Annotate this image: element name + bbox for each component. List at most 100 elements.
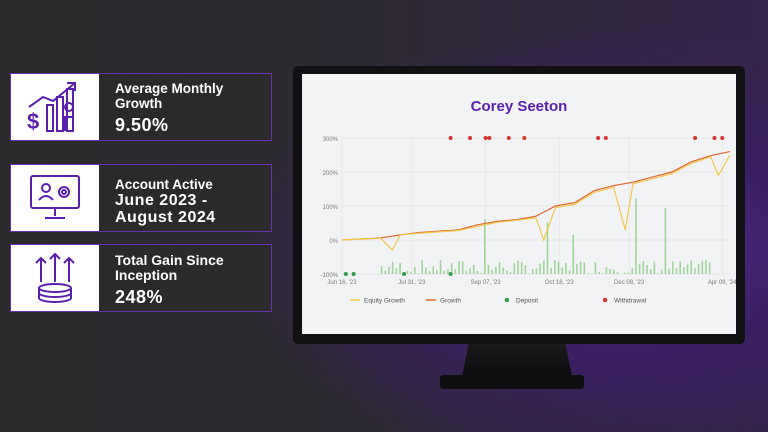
volume-bar bbox=[587, 273, 589, 274]
volume-bar bbox=[395, 268, 398, 274]
volume-bar bbox=[495, 267, 497, 274]
legend-label: Growth bbox=[440, 298, 461, 305]
volume-bar bbox=[613, 269, 615, 274]
withdrawal-marker bbox=[468, 136, 473, 140]
monitor-screen: Corey Seeton 300% 200% 100% 0% -100% Jun 16, … bbox=[302, 74, 736, 334]
volume-bar bbox=[605, 267, 608, 274]
volume-bar bbox=[491, 269, 493, 274]
volume-bar bbox=[447, 269, 449, 274]
withdrawal-marker bbox=[506, 136, 511, 140]
volume-bar bbox=[675, 268, 678, 274]
stat-card-account-active: Account Active June 2023 - August 2024 bbox=[10, 164, 272, 232]
volume-bar bbox=[686, 264, 689, 274]
withdrawal-marker bbox=[693, 136, 698, 140]
volume-bar bbox=[517, 260, 519, 274]
volume-bar bbox=[406, 270, 409, 274]
volume-bar bbox=[391, 261, 394, 274]
volume-bar bbox=[576, 264, 578, 274]
volume-bar bbox=[413, 267, 416, 274]
volume-bar bbox=[638, 263, 641, 274]
volume-bar bbox=[506, 270, 508, 274]
stat-card-average-monthly-growth: $ Average Monthly Growth 9.50% bbox=[10, 73, 272, 141]
deposit-marker bbox=[343, 272, 348, 276]
x-tick-label: Jun 16, '23 bbox=[327, 280, 357, 286]
card-value: 9.50% bbox=[115, 115, 169, 135]
volume-bar bbox=[425, 267, 427, 274]
y-tick-label: -100% bbox=[321, 273, 339, 279]
volume-bar bbox=[421, 260, 423, 274]
volume-bar bbox=[624, 272, 626, 274]
volume-bar bbox=[546, 222, 549, 274]
volume-bar bbox=[649, 268, 652, 274]
volume-bar bbox=[461, 261, 464, 274]
volume-bar bbox=[476, 270, 479, 274]
volume-bar bbox=[458, 261, 460, 274]
volume-bar bbox=[609, 269, 611, 274]
volume-bar bbox=[484, 219, 486, 274]
volume-bar bbox=[432, 266, 435, 274]
volume-bar bbox=[450, 263, 453, 274]
volume-bar bbox=[668, 268, 670, 274]
volume-bar bbox=[568, 270, 571, 274]
monitor-settings-icon bbox=[11, 165, 99, 231]
volume-bar bbox=[635, 198, 637, 274]
volume-bar bbox=[701, 261, 704, 274]
withdrawal-marker bbox=[603, 136, 608, 140]
volume-bar bbox=[697, 264, 700, 274]
growth-chart: 300% 200% 100% 0% -100%Jun 16, '23 Jul 31, '2… bbox=[321, 136, 736, 305]
volume-bar bbox=[694, 268, 696, 274]
card-label: Growth bbox=[115, 96, 163, 111]
volume-bar bbox=[502, 267, 505, 274]
volume-bar bbox=[439, 260, 442, 274]
legend-label: Equity Growth bbox=[364, 298, 405, 305]
legend-label: Deposit bbox=[516, 298, 538, 305]
withdrawal-marker bbox=[483, 136, 488, 140]
volume-bar bbox=[550, 267, 552, 274]
card-label: Account Active bbox=[115, 177, 213, 192]
y-tick-label: 300% bbox=[323, 137, 339, 143]
deposit-marker bbox=[402, 272, 407, 276]
x-tick-label: Dec 08, '23 bbox=[614, 280, 645, 286]
volume-bar bbox=[594, 262, 597, 274]
volume-bar bbox=[642, 260, 645, 274]
volume-bar bbox=[583, 262, 586, 274]
volume-bar bbox=[679, 261, 681, 274]
series-line-equity-growth bbox=[341, 154, 731, 252]
y-tick-label: 0% bbox=[329, 239, 338, 245]
volume-bar bbox=[557, 261, 560, 274]
volume-bar bbox=[388, 266, 390, 274]
volume-bar bbox=[657, 273, 659, 274]
volume-bar bbox=[428, 271, 431, 274]
volume-bar bbox=[384, 270, 387, 274]
coins-arrows-icon bbox=[11, 245, 99, 311]
volume-bar bbox=[565, 262, 567, 274]
x-tick-label: Apr 09, '24 bbox=[708, 280, 736, 286]
x-tick-label: Sep 07, '23 bbox=[470, 280, 501, 286]
withdrawal-marker bbox=[522, 136, 527, 140]
growth-chart-icon: $ bbox=[11, 74, 99, 140]
x-tick-label: Oct 18, '23 bbox=[545, 280, 574, 286]
volume-bar bbox=[417, 273, 420, 274]
withdrawal-marker bbox=[487, 136, 492, 140]
volume-bar bbox=[498, 262, 501, 274]
volume-bar bbox=[465, 270, 468, 274]
monitor: Corey Seeton 300% 200% 100% 0% -100% Jun 16, … bbox=[293, 66, 745, 344]
card-label: Average Monthly bbox=[115, 81, 224, 96]
volume-bar bbox=[683, 267, 685, 274]
legend-label: Withdrawal bbox=[614, 298, 647, 305]
y-tick-label: 100% bbox=[323, 205, 339, 211]
volume-bar bbox=[579, 261, 582, 274]
deposit-marker bbox=[351, 272, 356, 276]
withdrawal-marker bbox=[596, 136, 601, 140]
volume-bar bbox=[572, 234, 575, 274]
series-line-growth bbox=[341, 151, 731, 241]
volume-bar bbox=[646, 265, 648, 274]
volume-bar bbox=[520, 261, 523, 274]
volume-bar bbox=[690, 260, 693, 274]
volume-bar bbox=[454, 269, 457, 274]
deposit-marker bbox=[448, 272, 453, 276]
volume-bar bbox=[410, 271, 412, 274]
volume-bar bbox=[542, 260, 545, 274]
legend-swatch bbox=[602, 297, 608, 303]
volume-bar bbox=[708, 262, 711, 274]
